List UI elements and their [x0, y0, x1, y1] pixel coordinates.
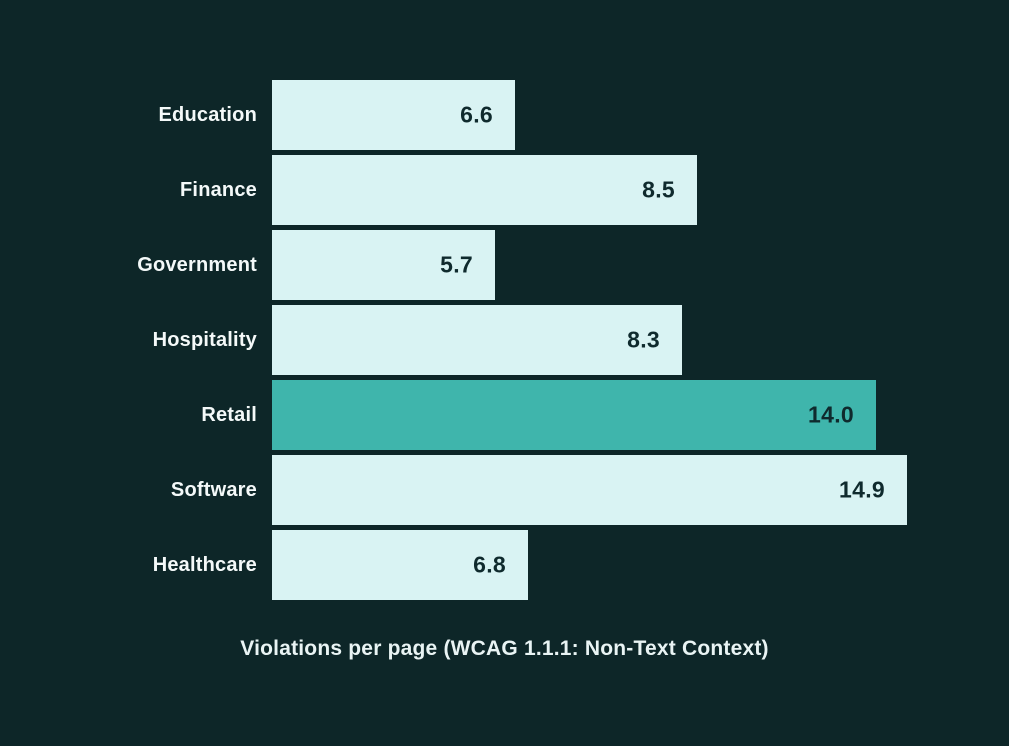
category-label-hospitality: Hospitality: [152, 329, 257, 351]
bar-row-education: Education 6.6: [0, 80, 1009, 150]
bar-software: 14.9: [272, 455, 907, 525]
bar-row-government: Government 5.7: [0, 230, 1009, 300]
bar-row-software: Software 14.9: [0, 455, 1009, 525]
bar-row-healthcare: Healthcare 6.8: [0, 530, 1009, 600]
category-label-healthcare: Healthcare: [152, 554, 257, 576]
bar-track: 6.8: [272, 530, 1009, 600]
bar-value-label: 6.6: [460, 101, 493, 128]
bar-government: 5.7: [272, 230, 495, 300]
chart-caption: Violations per page (WCAG 1.1.1: Non-Tex…: [240, 637, 769, 660]
category-label-software: Software: [170, 479, 257, 501]
category-label-education: Education: [158, 104, 257, 126]
bar-value-label: 14.9: [839, 476, 885, 503]
bar-track: 14.0: [272, 380, 1009, 450]
bar-value-label: 8.3: [627, 326, 660, 353]
bar-chart: Education 6.6 Finance 8.5 Government 5.7…: [0, 80, 1009, 661]
bar-value-label: 14.0: [808, 401, 854, 428]
bar-track: 5.7: [272, 230, 1009, 300]
bar-value-label: 8.5: [642, 176, 675, 203]
bar-healthcare: 6.8: [272, 530, 528, 600]
bar-value-label: 5.7: [440, 251, 473, 278]
bar-hospitality: 8.3: [272, 305, 682, 375]
bar-row-finance: Finance 8.5: [0, 155, 1009, 225]
bar-row-retail: Retail 14.0: [0, 380, 1009, 450]
category-label-government: Government: [137, 254, 257, 276]
category-label-finance: Finance: [180, 179, 257, 201]
bar-track: 8.3: [272, 305, 1009, 375]
bar-row-hospitality: Hospitality 8.3: [0, 305, 1009, 375]
category-label-retail: Retail: [201, 404, 257, 426]
bar-track: 6.6: [272, 80, 1009, 150]
bar-retail-highlighted: 14.0: [272, 380, 876, 450]
bar-education: 6.6: [272, 80, 515, 150]
bar-value-label: 6.8: [473, 551, 506, 578]
bar-finance: 8.5: [272, 155, 697, 225]
bar-track: 8.5: [272, 155, 1009, 225]
bar-track: 14.9: [272, 455, 1009, 525]
